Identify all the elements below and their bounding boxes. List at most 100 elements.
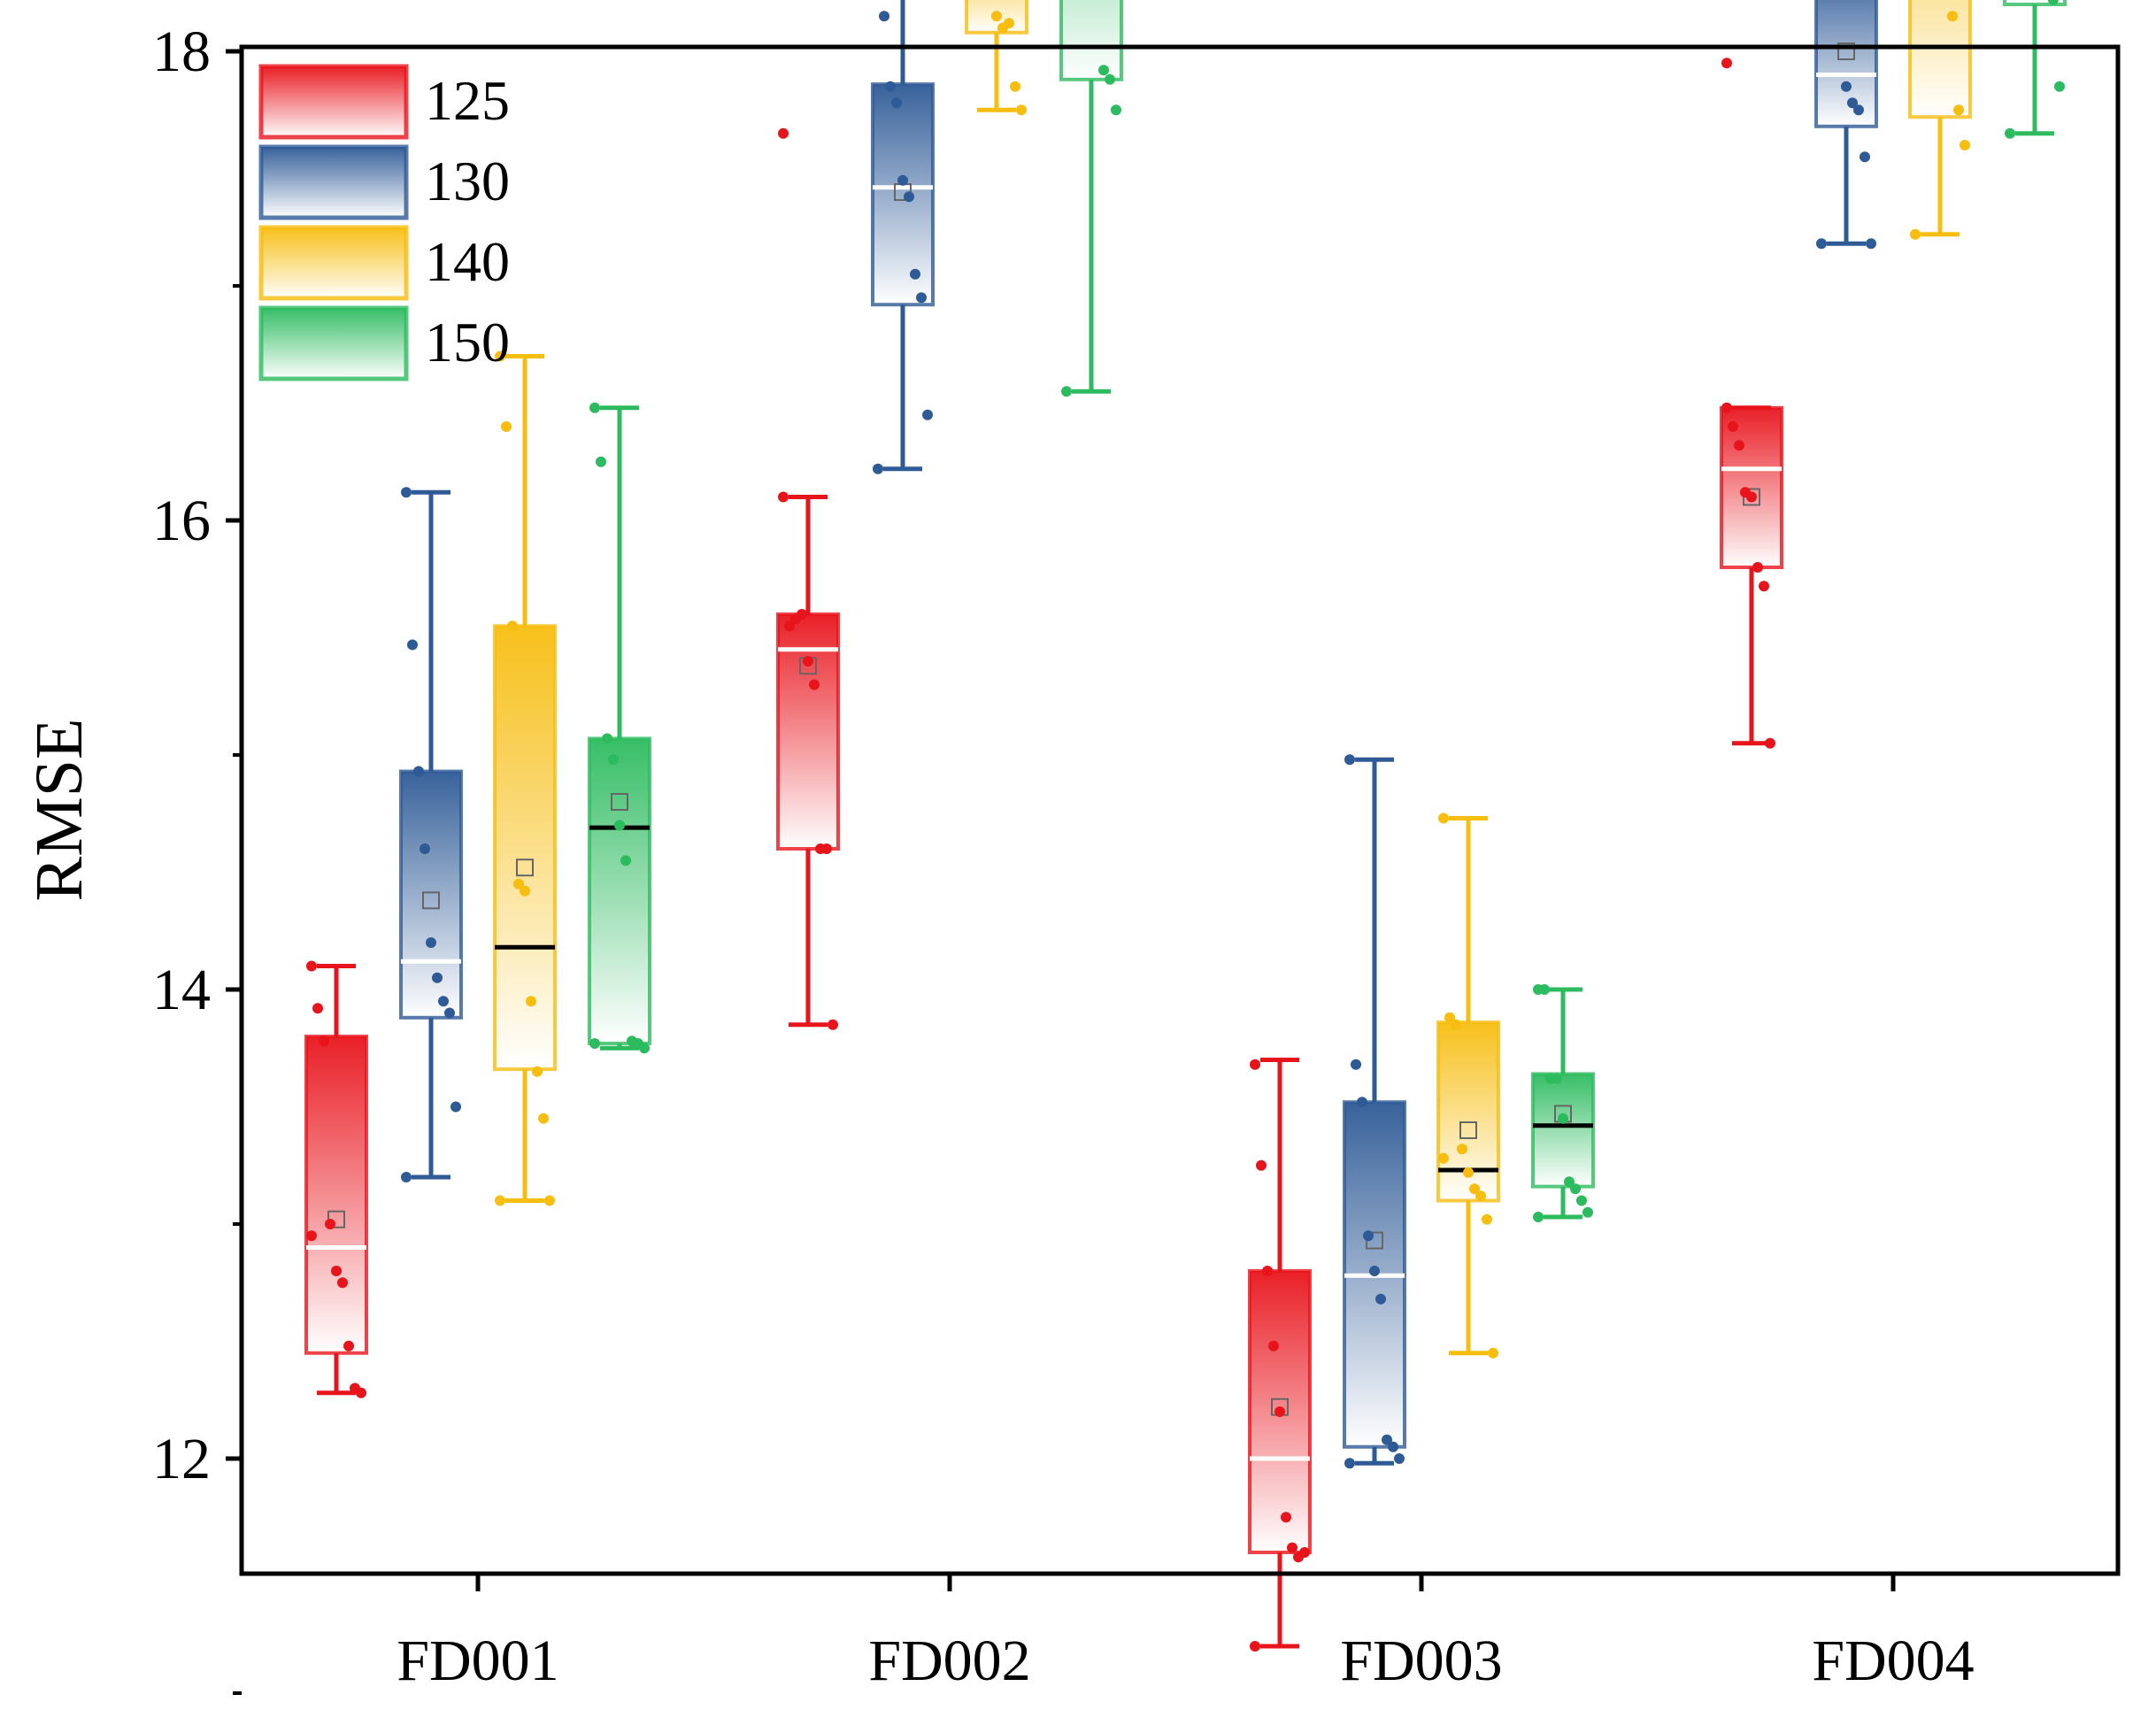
data-point (1004, 18, 1014, 29)
mean-marker (516, 859, 534, 877)
data-point (1721, 402, 1732, 413)
data-point (495, 350, 505, 362)
data-point (1262, 1266, 1273, 1276)
data-point (589, 1037, 600, 1049)
data-point (1488, 1347, 1498, 1359)
box-body (493, 624, 557, 1072)
box-body (399, 769, 463, 1020)
data-point (1344, 754, 1355, 766)
data-point (1394, 1453, 1405, 1464)
legend-item-140: 140 (258, 225, 510, 301)
data-point (1444, 1012, 1455, 1023)
data-point (1910, 228, 1921, 240)
data-point (778, 491, 789, 503)
x-tick-label: FD003 (1340, 1629, 1502, 1693)
data-point (1061, 386, 1072, 397)
box-body (1908, 0, 1972, 119)
data-point (2048, 0, 2059, 5)
data-point (432, 972, 443, 983)
data-point (916, 292, 927, 304)
data-point (337, 1277, 348, 1289)
data-point (639, 1043, 650, 1054)
mean-marker (611, 793, 628, 811)
box-FD002-130 (871, 0, 935, 474)
mean-marker (1837, 42, 1855, 60)
data-point (1274, 1406, 1285, 1417)
box-body (588, 736, 651, 1045)
data-point (1438, 812, 1449, 824)
box-body (1814, 0, 1878, 128)
data-point (1357, 1097, 1367, 1108)
data-point (1105, 73, 1115, 85)
data-point (356, 1387, 366, 1398)
data-point (1721, 58, 1732, 69)
data-point (1344, 1458, 1355, 1469)
box-body (871, 82, 935, 307)
data-point (1960, 140, 1970, 150)
box-body (1720, 405, 1783, 569)
data-point (614, 820, 625, 831)
y-axis-label: RMSE (22, 719, 96, 902)
box-FD004-150 (2003, 0, 2067, 139)
data-point (407, 639, 418, 651)
data-point (1299, 1547, 1310, 1558)
data-point (1281, 1512, 1291, 1523)
data-point (520, 885, 530, 897)
data-point (1539, 984, 1550, 995)
data-point (1482, 1213, 1492, 1225)
data-point (608, 754, 619, 766)
data-point (1746, 491, 1757, 503)
data-point (1388, 1441, 1398, 1452)
data-point (897, 174, 908, 186)
legend-item-150: 150 (258, 305, 510, 381)
data-point (1841, 81, 1852, 92)
data-point (910, 268, 920, 280)
data-point (1463, 1167, 1474, 1178)
box-FD003-140 (1436, 812, 1500, 1359)
x-tick-label: FD004 (1812, 1629, 1974, 1693)
data-point (1451, 1019, 1461, 1030)
data-point (991, 11, 1002, 22)
data-point (1438, 1152, 1449, 1164)
data-point (1533, 1212, 1544, 1223)
data-point (2054, 81, 2065, 92)
data-point (438, 996, 449, 1007)
data-point (306, 960, 317, 972)
data-point (821, 843, 832, 854)
legend-item-130: 130 (258, 144, 510, 220)
data-point (1728, 421, 1738, 432)
data-point (602, 733, 612, 744)
data-point (331, 1266, 342, 1276)
box-FD003-125 (1248, 1058, 1312, 1652)
data-point (1866, 238, 1876, 250)
data-point (828, 1019, 838, 1030)
data-point (1765, 737, 1775, 749)
data-point (1953, 104, 1964, 116)
data-point (420, 843, 430, 854)
box-FD003-130 (1343, 754, 1406, 1469)
data-point (1552, 1073, 1562, 1084)
data-point (1016, 104, 1027, 116)
data-point (891, 97, 902, 109)
data-point (312, 1003, 323, 1014)
data-point (778, 127, 789, 139)
box-body (965, 0, 1028, 35)
box-FD001-130 (399, 487, 463, 1182)
data-point (1351, 1059, 1361, 1070)
box-FD001-140 (493, 350, 557, 1206)
y-tick-label: 18 (152, 19, 211, 84)
data-point (1847, 97, 1858, 109)
data-point (1853, 104, 1864, 116)
data-point (1469, 1183, 1480, 1195)
data-point (1375, 1293, 1386, 1305)
data-point (532, 1066, 543, 1077)
legend-label: 125 (425, 69, 510, 132)
data-point (904, 191, 914, 203)
data-point (1268, 1340, 1279, 1352)
plot-frame (239, 44, 2121, 1576)
data-point (922, 409, 933, 420)
data-point (526, 996, 536, 1007)
data-point (1860, 151, 1870, 163)
data-point (1098, 65, 1109, 76)
legend-label: 130 (425, 150, 510, 212)
